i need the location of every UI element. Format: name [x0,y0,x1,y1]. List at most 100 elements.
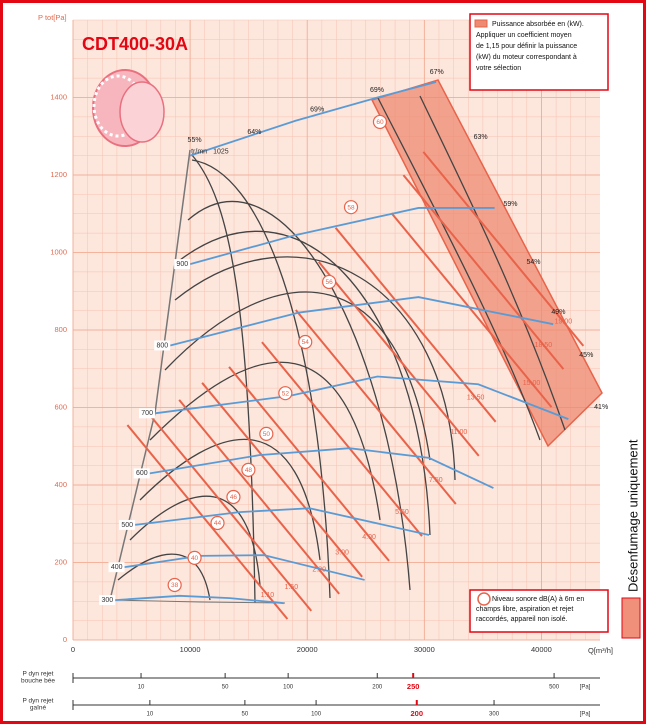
power-label: 2.20 [312,567,326,574]
efficiency-label: 55% [188,137,202,144]
scale-tick-label: 200 [372,685,383,691]
power-line [295,309,457,505]
noise-circle [372,114,388,130]
labels: 1.10 1.50 2.20 3.00 4.00 5.50 7.50 11.00 13.50 15… [99,69,608,606]
fan-icon [92,69,165,147]
power-lines [126,151,585,620]
scale-tick-label: 100 [311,712,322,718]
speed-label: 600 [136,470,148,477]
scale-tick-label: 50 [222,685,229,691]
noise-circle [278,386,293,401]
chart-title: CDT400-30A [82,34,188,54]
efficiency-curve [129,495,261,586]
legend-text: (kW) du moteur correspondant à [476,54,577,61]
scale-tick-label: 10 [147,712,154,718]
noise-label: 44 [214,520,222,527]
x-tick-label: 0 [71,645,75,654]
x-tick-label: 20000 [297,645,318,654]
noise-circle [187,550,202,565]
power-line [261,341,423,537]
legend-swatch [474,19,488,28]
scale-unit: [Pa] [580,685,591,691]
x-tick-label: 30000 [414,645,435,654]
speed-label-bg [154,340,171,351]
power-line [390,212,553,408]
power-label: 18.50 [535,342,553,349]
legend-box [469,589,609,633]
speed-label-bg [138,408,155,419]
speed-label: 400 [111,564,123,571]
efficiency-curve [191,159,331,599]
noise-label: 56 [326,279,334,286]
speed-curve [169,296,554,347]
efficiency-curve [377,97,541,441]
y-tick-label: 1000 [50,247,67,256]
scale-label: P dyn rejet [23,671,54,678]
noise-label: 46 [230,494,238,501]
y-tick-label: 200 [54,557,67,566]
power-line [126,424,289,620]
efficiency-curve [164,291,431,461]
legend: Niveau sonore dB(A) à 6m en champs libre,… [476,596,584,623]
legend-box [469,13,609,91]
legend-text: Niveau sonore dB(A) à 6m en [492,596,584,603]
speed-label: 1025 [213,148,229,155]
efficiency-label: 63% [474,134,488,141]
speed-label-bg [174,259,191,270]
legend-text: champs libre, aspiration et rejet [476,606,573,613]
speed-label-bg [119,519,136,530]
scale-label: P dyn rejet [23,698,54,705]
speed-label: 700 [141,410,153,417]
scale-tick-label: 300 [489,712,500,718]
scale-tick-label: 100 [283,685,294,691]
power-label: 19.00 [555,319,573,326]
scale-tick-label: 50 [242,712,249,718]
legend-text: Puissance absorbée en (kW). [492,21,584,28]
power-label: 11.00 [450,429,467,436]
x-tick-label: 40000 [531,645,552,654]
scale-tick-label: 200 [411,709,424,718]
y-tick-label: 800 [54,325,67,334]
legend-text: votre sélection [476,65,521,72]
power-label: 4.00 [362,534,376,541]
scale-unit: [Pa] [580,712,591,718]
noise-circle [241,462,256,477]
efficiency-label: 64% [247,129,261,136]
efficiency-label: 67% [430,69,444,76]
y-tick-label: 0 [63,635,67,644]
speed-curve [124,554,365,581]
speed-label: 300 [101,597,113,604]
side-label: Désenfumage uniquement [625,439,640,592]
speed-curve [149,447,494,489]
efficiency-label: 45% [579,352,593,359]
scale-label: gaîné [30,705,47,712]
noise-label: 50 [263,431,271,438]
power-line [228,366,390,562]
noise-circle [167,577,182,593]
efficiency-label: 54% [526,259,540,266]
noise-circle [298,334,313,350]
power-label: 15.00 [523,380,541,387]
efficiency-curve [191,154,256,604]
fan-side [119,81,165,143]
efficiency-label: 41% [594,404,608,411]
speed-label-bg [133,468,150,479]
noise-label: 60 [376,119,384,126]
power-line [178,399,340,595]
speed-curve [189,81,437,157]
noise-circle [343,200,359,215]
legend-text: raccordés, appareil non isolé. [476,616,567,623]
y-axis-label: P tot[Pa] [38,13,67,22]
limit-line [109,599,286,604]
power-line [334,227,497,423]
efficiency-curve [139,438,321,561]
speed-label-bg [99,595,116,606]
efficiency-label: 69% [370,87,384,94]
power-line [422,151,585,347]
noise-label: 48 [245,467,253,474]
noise-label: 54 [302,339,310,346]
speed-curve [189,207,495,265]
noise-circle [226,489,241,505]
